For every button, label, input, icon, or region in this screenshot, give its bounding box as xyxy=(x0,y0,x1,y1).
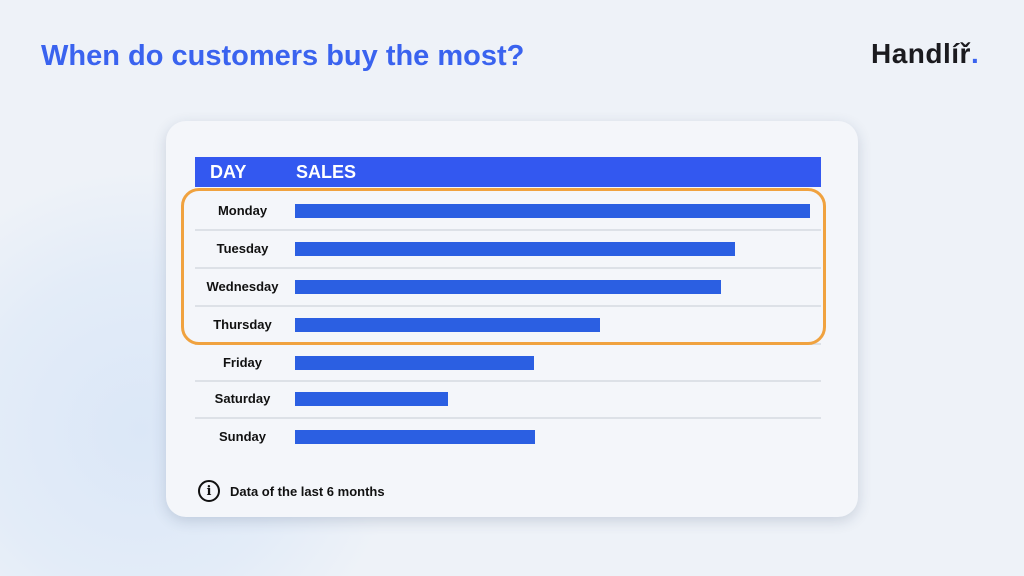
logo: Handlíř. xyxy=(871,38,979,70)
bar-monday xyxy=(295,204,810,218)
row-divider xyxy=(195,267,821,269)
bar-friday xyxy=(295,356,534,370)
bar-wednesday xyxy=(295,280,721,294)
header-sales: SALES xyxy=(296,162,357,182)
row-label: Wednesday xyxy=(206,279,279,294)
row-label: Saturday xyxy=(214,391,271,406)
footnote-text: Data of the last 6 months xyxy=(230,483,385,499)
info-icon: i xyxy=(198,480,220,502)
bar-thursday xyxy=(295,318,600,332)
row-label: Sunday xyxy=(219,429,266,444)
bar-saturday xyxy=(295,392,448,406)
row-divider xyxy=(195,380,821,382)
page-title: When do customers buy the most? xyxy=(41,40,525,72)
row-label: Monday xyxy=(217,203,268,218)
logo-dot: . xyxy=(970,38,980,69)
row-divider xyxy=(195,305,821,307)
table-header: DAY SALES xyxy=(195,157,821,187)
row-label: Friday xyxy=(222,355,262,370)
bar-tuesday xyxy=(295,242,735,256)
row-divider xyxy=(195,417,821,419)
highlight-box xyxy=(181,188,826,345)
logo-text: Handlíř xyxy=(871,38,971,69)
header-day: DAY xyxy=(210,162,247,182)
row-label: Tuesday xyxy=(216,241,269,256)
row-divider xyxy=(195,229,821,231)
bar-sunday xyxy=(295,430,535,444)
row-label: Thursday xyxy=(213,317,272,332)
footnote: i Data of the last 6 months xyxy=(198,480,385,502)
